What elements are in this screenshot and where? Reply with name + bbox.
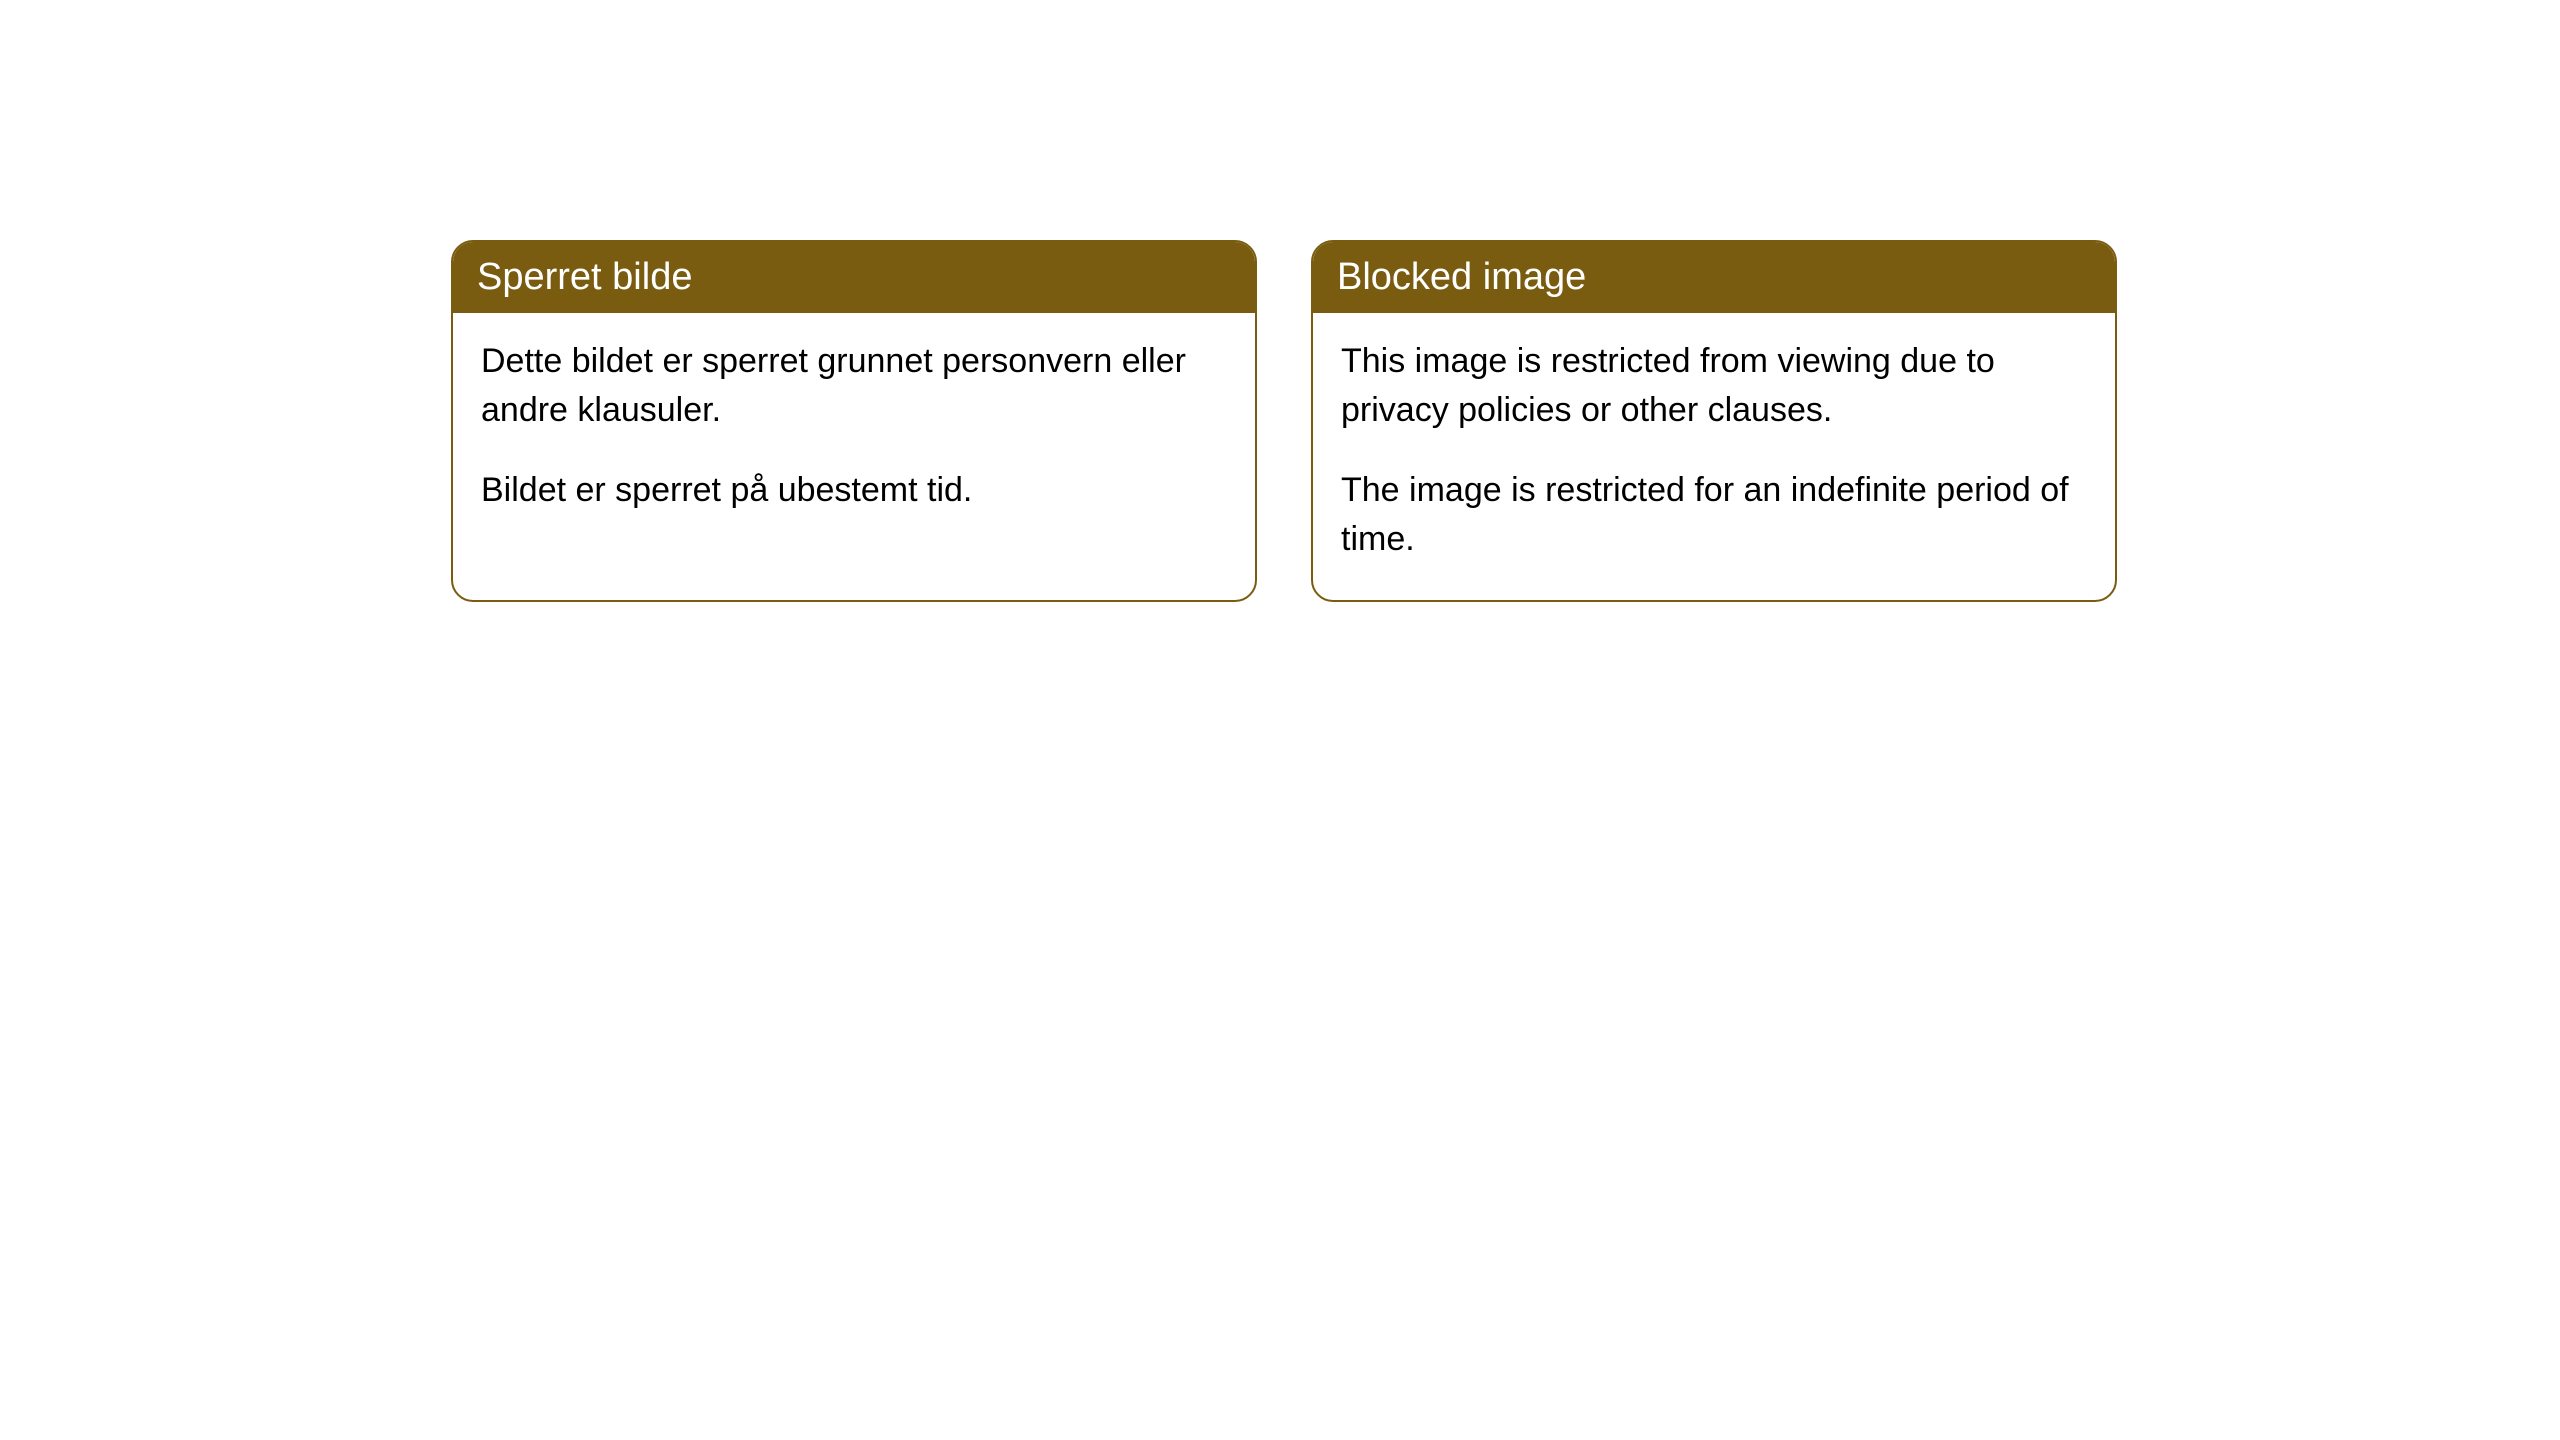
card-paragraph-2-norwegian: Bildet er sperret på ubestemt tid. [481,466,1227,515]
card-paragraph-1-english: This image is restricted from viewing du… [1341,337,2087,436]
card-paragraph-1-norwegian: Dette bildet er sperret grunnet personve… [481,337,1227,436]
card-title-english: Blocked image [1337,256,1586,298]
card-body-english: This image is restricted from viewing du… [1313,313,2115,600]
blocked-image-card-norwegian: Sperret bilde Dette bildet er sperret gr… [451,240,1257,602]
card-paragraph-2-english: The image is restricted for an indefinit… [1341,466,2087,565]
blocked-image-card-english: Blocked image This image is restricted f… [1311,240,2117,602]
card-body-norwegian: Dette bildet er sperret grunnet personve… [453,313,1255,551]
notice-cards-container: Sperret bilde Dette bildet er sperret gr… [451,240,2117,602]
card-header-norwegian: Sperret bilde [453,242,1255,313]
card-title-norwegian: Sperret bilde [477,256,692,298]
card-header-english: Blocked image [1313,242,2115,313]
